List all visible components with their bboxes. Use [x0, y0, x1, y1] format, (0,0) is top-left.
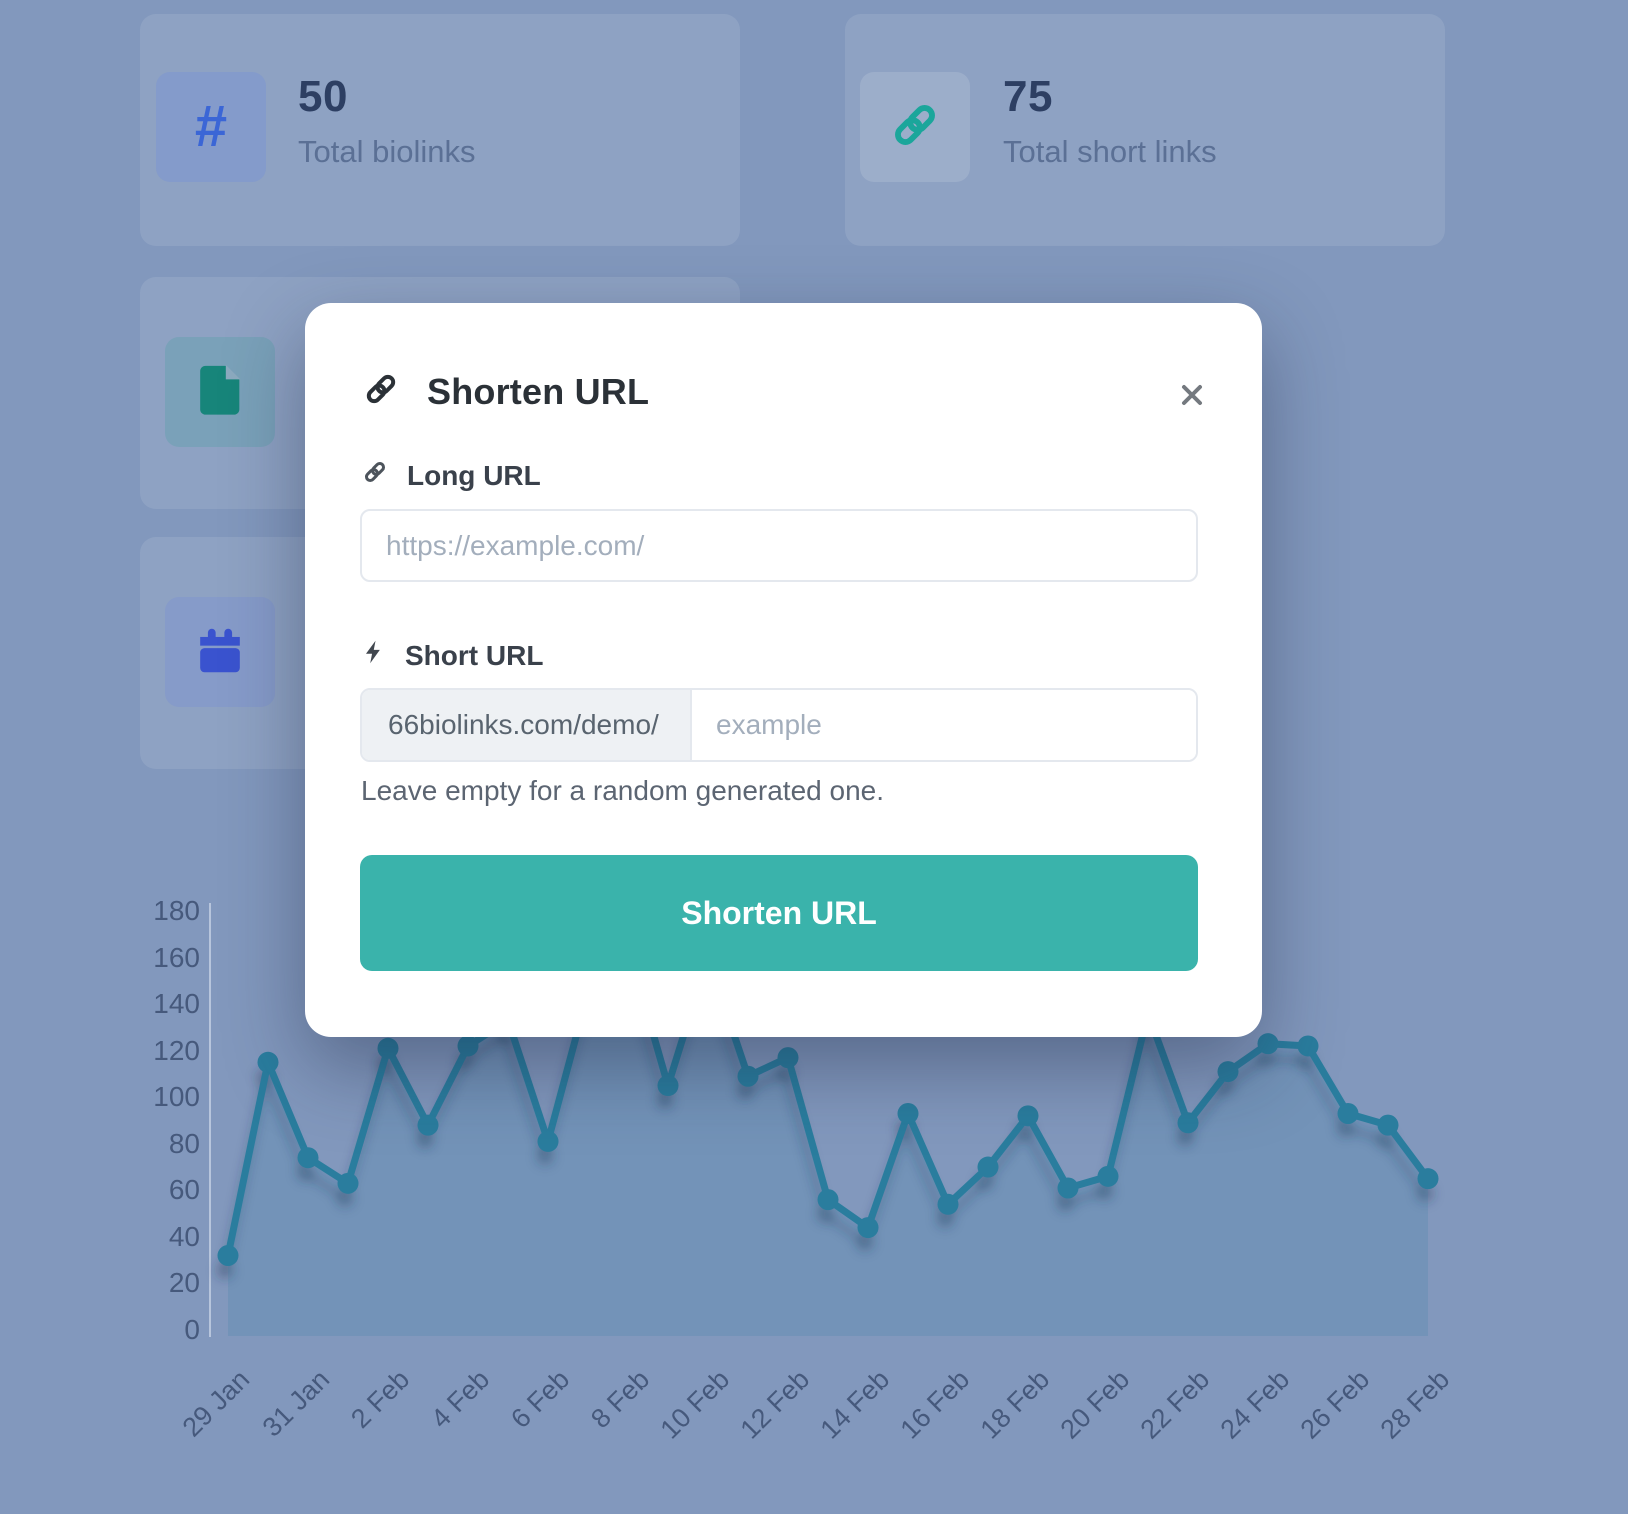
stat-label-total-short-links: Total short links [1003, 134, 1217, 169]
chart-point [1057, 1177, 1079, 1199]
chart-point [457, 1035, 479, 1057]
y-tick-label: 60 [168, 1174, 200, 1206]
chart-point [1337, 1102, 1359, 1124]
stat-label-total-biolinks: Total biolinks [298, 134, 476, 169]
chart-point [1257, 1033, 1279, 1055]
shorten-url-modal: Shorten URL Long URL Short URL 66biolink… [305, 303, 1262, 1037]
hash-icon: # [194, 94, 228, 159]
y-tick-label: 100 [153, 1081, 200, 1113]
short-url-input-group: 66biolinks.com/demo/ [360, 688, 1198, 762]
stat-card-total-short-links: 75 Total short links [845, 14, 1445, 246]
modal-title: Shorten URL [427, 370, 650, 412]
long-url-label: Long URL [361, 458, 541, 493]
chart-area-fill [228, 945, 1428, 1336]
chart-point [1297, 1035, 1319, 1057]
calendar-icon [191, 621, 249, 684]
link-icon [361, 369, 401, 414]
chart-point [1377, 1114, 1399, 1136]
y-tick-label: 80 [168, 1127, 200, 1159]
short-url-input[interactable] [692, 690, 1196, 760]
y-tick-label: 0 [184, 1314, 200, 1345]
y-tick-label: 180 [153, 894, 200, 926]
chart-y-axis-line [209, 903, 211, 1337]
link-icon [887, 97, 943, 158]
close-icon[interactable] [1176, 379, 1208, 411]
hash-icon-tile: # [156, 72, 266, 182]
stat-card-total-biolinks: # 50 Total biolinks [140, 14, 740, 246]
file-icon-tile [165, 337, 275, 447]
lightning-bolt-icon [361, 639, 387, 672]
chart-point [977, 1156, 999, 1178]
short-url-helper-text: Leave empty for a random generated one. [361, 775, 885, 806]
modal-header: Shorten URL [361, 369, 649, 414]
chart-point [257, 1051, 279, 1073]
calendar-icon-tile [165, 597, 275, 707]
chart-point [1217, 1061, 1239, 1083]
chart-point [937, 1193, 959, 1215]
chart-point [777, 1047, 799, 1069]
chart-point [537, 1130, 559, 1152]
file-icon [191, 361, 249, 424]
stat-value-total-biolinks: 50 [298, 72, 348, 121]
short-url-label-text: Short URL [405, 639, 544, 671]
long-url-input[interactable] [360, 509, 1198, 582]
y-tick-label: 160 [153, 941, 200, 973]
stat-value-total-short-links: 75 [1003, 72, 1053, 121]
short-url-domain-prefix: 66biolinks.com/demo/ [362, 690, 692, 760]
chart-point [897, 1102, 919, 1124]
y-tick-label: 140 [153, 988, 200, 1020]
chart-point [737, 1065, 759, 1087]
y-tick-label: 40 [168, 1220, 200, 1252]
chart-point [297, 1147, 319, 1169]
chart-point [1097, 1165, 1119, 1187]
y-tick-label: 120 [153, 1034, 200, 1066]
long-url-label-text: Long URL [407, 459, 541, 491]
y-tick-label: 20 [168, 1267, 200, 1299]
chart-point [1417, 1168, 1439, 1190]
shorten-url-button[interactable]: Shorten URL [360, 855, 1198, 971]
chart-point [817, 1189, 839, 1211]
chart-point [1017, 1105, 1039, 1127]
chart-point [657, 1075, 679, 1097]
chart-point [417, 1114, 439, 1136]
link-icon [361, 458, 389, 493]
chart-point [857, 1217, 879, 1239]
chart-point [377, 1037, 399, 1059]
link-icon-tile [860, 72, 970, 182]
short-url-label: Short URL [361, 639, 543, 672]
chart-point [217, 1245, 239, 1267]
chart-point [337, 1172, 359, 1194]
chart-point [1177, 1112, 1199, 1134]
